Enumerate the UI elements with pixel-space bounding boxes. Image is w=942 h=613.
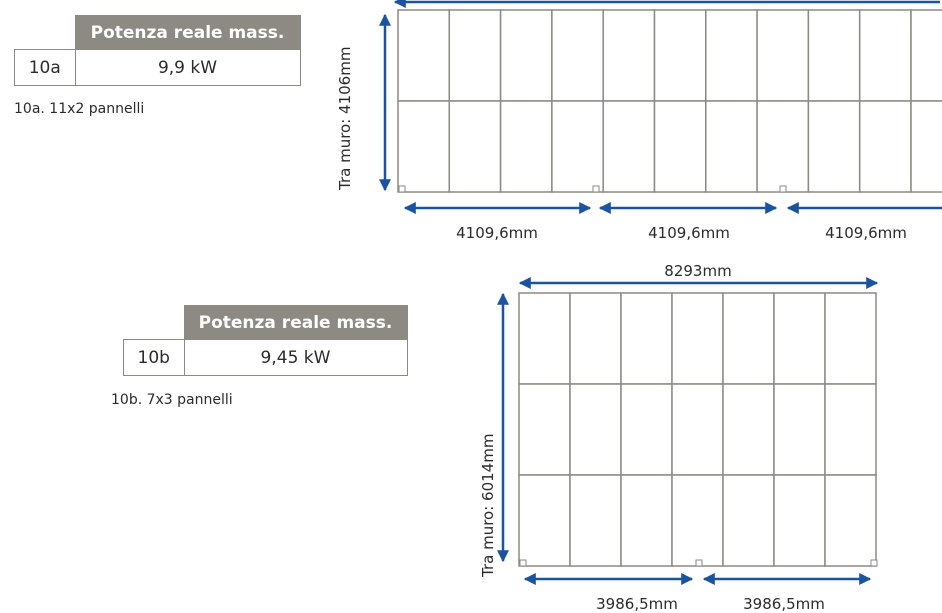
solar-panel: [569, 383, 622, 476]
solar-panel: [569, 474, 622, 567]
mounting-anchor: [592, 185, 600, 193]
width-label: 3986,5mm: [743, 595, 825, 613]
solar-panel: [518, 474, 571, 567]
solar-panel: [448, 100, 502, 193]
solar-panel: [397, 100, 451, 193]
width-label: 4109,6mm: [648, 224, 730, 242]
power-table-10b: Potenza reale mass. 10b 9,45 kW: [123, 305, 408, 376]
height-label: Tra muro: 6014mm: [479, 434, 497, 578]
solar-panel: [910, 100, 942, 193]
width-label: 4109,6mm: [825, 224, 907, 242]
solar-panel: [722, 474, 775, 567]
solar-panel: [499, 100, 553, 193]
mounting-anchor: [870, 559, 878, 567]
mounting-anchor: [695, 559, 703, 567]
power-value: 9,9 kW: [74, 49, 301, 86]
solar-panel: [602, 9, 656, 102]
height-label: Tra muro: 4106mm: [336, 47, 354, 191]
solar-panel: [910, 9, 942, 102]
solar-panel: [620, 383, 673, 476]
solar-panel: [824, 383, 877, 476]
solar-panel: [756, 100, 810, 193]
solar-panel: [756, 9, 810, 102]
caption-10a: 10a. 11x2 pannelli: [14, 101, 145, 117]
solar-panel: [858, 9, 912, 102]
panel-grid-10a: [397, 9, 942, 193]
table-header: Potenza reale mass.: [183, 305, 408, 340]
power-table-10a: Potenza reale mass. 10a 9,9 kW: [14, 15, 301, 86]
solar-panel: [773, 383, 826, 476]
solar-panel: [671, 383, 724, 476]
solar-panel: [722, 383, 775, 476]
total-width-label: 8293mm: [664, 262, 731, 280]
solar-panel: [807, 9, 861, 102]
caption-10b: 10b. 7x3 pannelli: [111, 392, 233, 408]
solar-panel: [569, 292, 622, 385]
mounting-anchor: [779, 185, 787, 193]
width-label: 4109,6mm: [456, 224, 538, 242]
solar-panel: [653, 100, 707, 193]
mounting-anchor: [398, 185, 406, 193]
solar-panel: [397, 9, 451, 102]
panel-id: 10a: [14, 49, 76, 86]
solar-panel: [518, 292, 571, 385]
solar-panel: [653, 9, 707, 102]
solar-panel: [551, 100, 604, 193]
solar-panel: [499, 9, 553, 102]
solar-panel: [620, 292, 673, 385]
table-header: Potenza reale mass.: [74, 15, 301, 50]
solar-panel: [620, 474, 673, 567]
solar-panel: [722, 292, 775, 385]
solar-panel: [705, 100, 758, 193]
solar-panel: [671, 292, 724, 385]
solar-panel: [824, 292, 877, 385]
solar-panel: [602, 100, 656, 193]
solar-panel: [448, 9, 502, 102]
solar-panel: [671, 474, 724, 567]
solar-panel: [773, 474, 826, 567]
solar-panel: [858, 100, 912, 193]
panel-id: 10b: [123, 339, 185, 376]
panel-grid-10b: [518, 292, 878, 567]
solar-panel: [705, 9, 758, 102]
power-value: 9,45 kW: [183, 339, 408, 376]
mounting-anchor: [519, 559, 527, 567]
width-label: 3986,5mm: [596, 595, 678, 613]
solar-panel: [773, 292, 826, 385]
solar-panel: [551, 9, 604, 102]
solar-panel: [518, 383, 571, 476]
solar-panel: [807, 100, 861, 193]
solar-panel: [824, 474, 877, 567]
